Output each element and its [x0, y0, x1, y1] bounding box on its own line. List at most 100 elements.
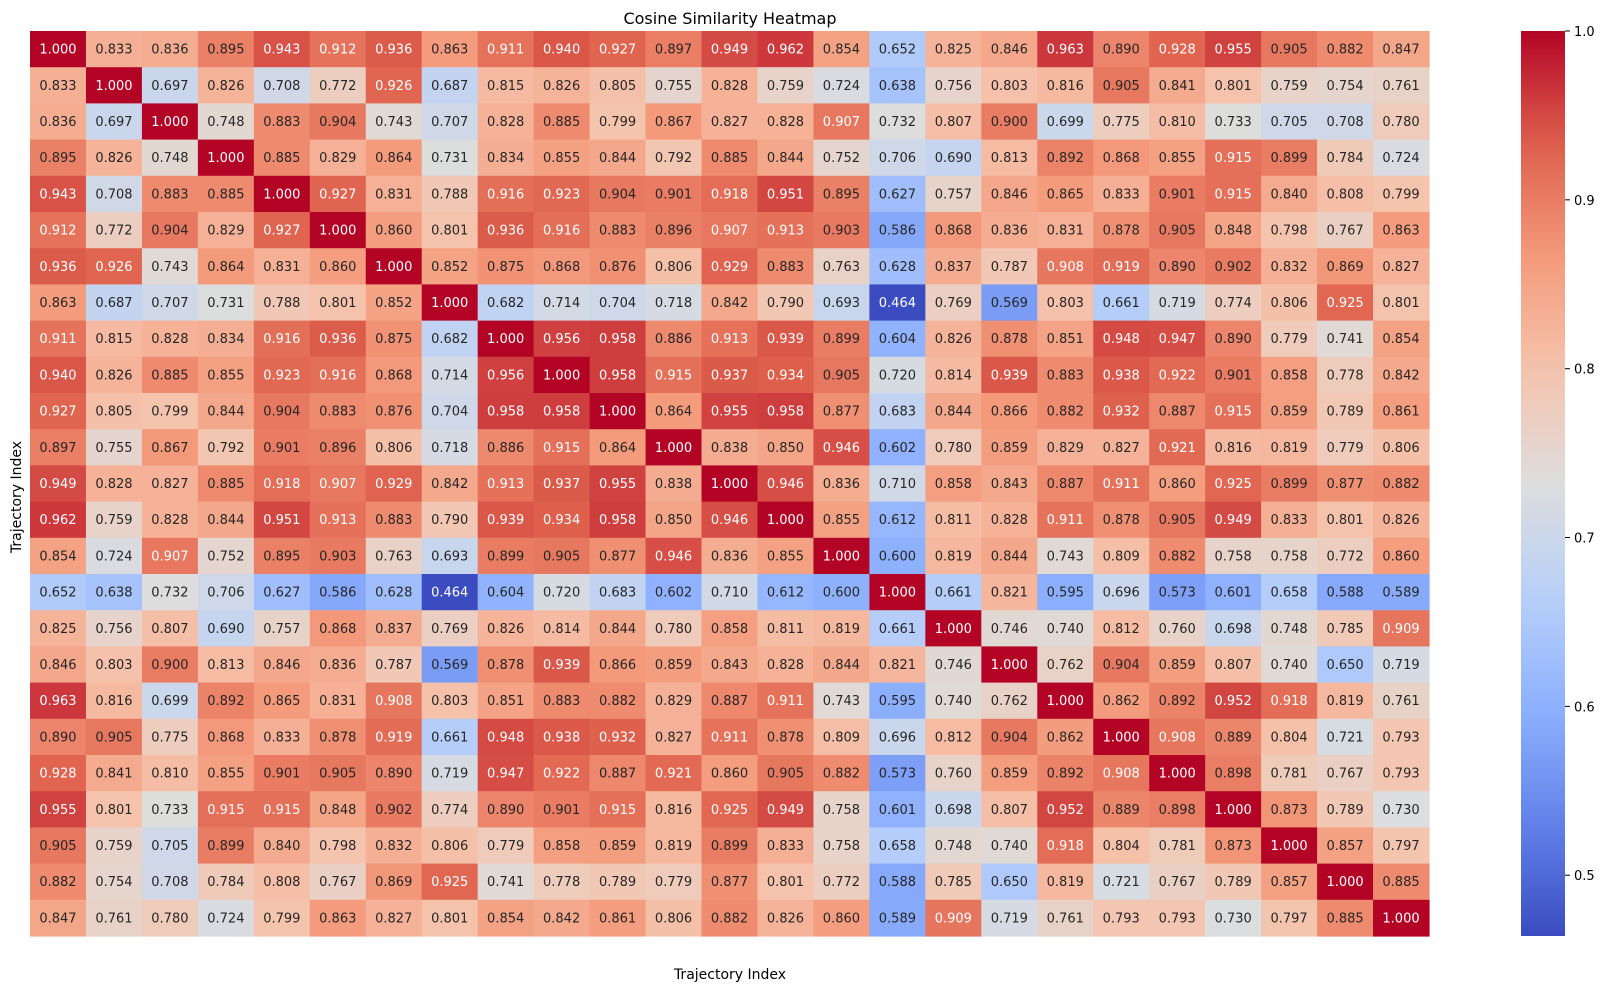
- cell-value-label: 0.868: [1103, 151, 1140, 166]
- cell-value-label: 0.915: [207, 803, 244, 818]
- cell-value-label: 0.698: [1215, 622, 1252, 637]
- cell-value-label: 0.809: [1103, 549, 1140, 564]
- cell-value-label: 0.828: [711, 79, 748, 94]
- cell-value-label: 0.834: [207, 332, 244, 347]
- heatmap-cell: [701, 863, 759, 901]
- cell-value-label: 0.867: [655, 115, 692, 130]
- heatmap-cell: [85, 718, 143, 756]
- cell-value-label: 0.789: [599, 875, 636, 890]
- cell-value-label: 0.719: [991, 911, 1028, 926]
- cell-value-label: 0.955: [599, 477, 636, 492]
- cell-value-label: 0.898: [1215, 767, 1252, 782]
- cell-value-label: 0.748: [1270, 622, 1307, 637]
- cell-value-label: 0.904: [151, 224, 188, 239]
- cell-value-label: 0.772: [823, 875, 860, 890]
- heatmap-cell: [869, 429, 926, 466]
- heatmap-cell: [30, 175, 87, 213]
- cell-value-label: 0.707: [431, 115, 468, 130]
- heatmap-cell: [309, 501, 367, 539]
- heatmap-cell: [1205, 212, 1262, 249]
- cell-value-label: 1.000: [655, 441, 692, 456]
- cell-value-label: 0.868: [207, 730, 244, 745]
- heatmap-cell: [925, 827, 982, 865]
- heatmap-cell: [1205, 393, 1262, 430]
- cell-value-label: 0.714: [543, 296, 580, 311]
- heatmap-cell: [757, 248, 815, 285]
- heatmap-cell: [1037, 537, 1094, 575]
- cell-value-label: 0.801: [1215, 79, 1252, 94]
- heatmap-cell: [981, 139, 1038, 177]
- heatmap-cell: [1373, 429, 1430, 466]
- heatmap-cell: [85, 248, 143, 285]
- heatmap-cell: [757, 501, 815, 539]
- cell-value-label: 0.885: [263, 151, 300, 166]
- heatmap-cell: [1373, 31, 1430, 68]
- heatmap-cell: [813, 537, 870, 575]
- cell-value-label: 0.915: [543, 441, 580, 456]
- cell-value-label: 0.719: [1382, 658, 1419, 673]
- heatmap-cell: [1093, 682, 1150, 720]
- cell-value-label: 0.658: [879, 839, 916, 854]
- heatmap-cell: [1261, 284, 1318, 322]
- cell-value-label: 0.809: [823, 730, 860, 745]
- heatmap-cell: [141, 863, 199, 901]
- cell-value-label: 0.826: [767, 911, 804, 926]
- cell-value-label: 0.784: [207, 875, 244, 890]
- heatmap-cell: [981, 501, 1038, 539]
- heatmap-cell: [365, 320, 423, 358]
- cell-value-label: 0.741: [1326, 332, 1363, 347]
- cell-value-label: 0.772: [95, 224, 132, 239]
- heatmap-cell: [757, 863, 815, 901]
- cell-value-label: 0.789: [1326, 405, 1363, 420]
- cell-value-label: 0.885: [543, 115, 580, 130]
- heatmap-cell: [1149, 791, 1206, 828]
- heatmap-cell: [253, 429, 311, 466]
- heatmap-cell: [757, 284, 815, 322]
- cell-value-label: 0.696: [1103, 586, 1140, 601]
- cell-value-label: 0.952: [1215, 694, 1252, 709]
- heatmap-cell: [30, 356, 87, 394]
- cell-value-label: 0.780: [151, 911, 188, 926]
- cell-value-label: 0.939: [991, 368, 1028, 383]
- heatmap-cell: [1261, 103, 1318, 141]
- heatmap-cell: [1317, 610, 1374, 647]
- heatmap-cell: [141, 248, 199, 285]
- cell-value-label: 0.743: [151, 260, 188, 275]
- cell-value-label: 0.913: [487, 477, 524, 492]
- heatmap-cell: [701, 139, 759, 177]
- cell-value-label: 0.911: [1047, 513, 1084, 528]
- heatmap-cell: [1149, 175, 1206, 213]
- cell-value-label: 0.911: [711, 730, 748, 745]
- heatmap-cell: [1261, 610, 1318, 647]
- heatmap-cell: [645, 827, 703, 865]
- heatmap-cell: [1093, 139, 1150, 177]
- cell-value-label: 0.869: [1326, 260, 1363, 275]
- heatmap-cell: [1373, 863, 1430, 901]
- heatmap-cell: [1093, 537, 1150, 575]
- heatmap-cell: [1149, 646, 1206, 684]
- heatmap-cell: [869, 755, 926, 792]
- heatmap-cell: [925, 465, 982, 503]
- heatmap-cell: [1093, 863, 1150, 901]
- cell-value-label: 0.708: [263, 79, 300, 94]
- heatmap-cell: [421, 320, 479, 358]
- heatmap-cell: [1373, 501, 1430, 539]
- cell-value-label: 0.851: [1047, 332, 1084, 347]
- cell-value-label: 0.704: [431, 405, 468, 420]
- cell-value-label: 0.883: [543, 694, 580, 709]
- heatmap-cell: [85, 863, 143, 901]
- heatmap-cell: [309, 827, 367, 865]
- heatmap-cell: [533, 574, 591, 611]
- cell-value-label: 1.000: [1382, 911, 1419, 926]
- heatmap-cell: [1373, 827, 1430, 865]
- heatmap-cell: [1093, 67, 1150, 104]
- cell-value-label: 0.588: [879, 875, 916, 890]
- heatmap-cell: [477, 718, 535, 756]
- heatmap-cell: [813, 31, 870, 68]
- heatmap-cell: [757, 67, 815, 104]
- cell-value-label: 0.858: [1270, 368, 1307, 383]
- cell-value-label: 0.792: [207, 441, 244, 456]
- heatmap-cell: [253, 356, 311, 394]
- heatmap-cell: [869, 574, 926, 611]
- heatmap-cell: [197, 610, 255, 647]
